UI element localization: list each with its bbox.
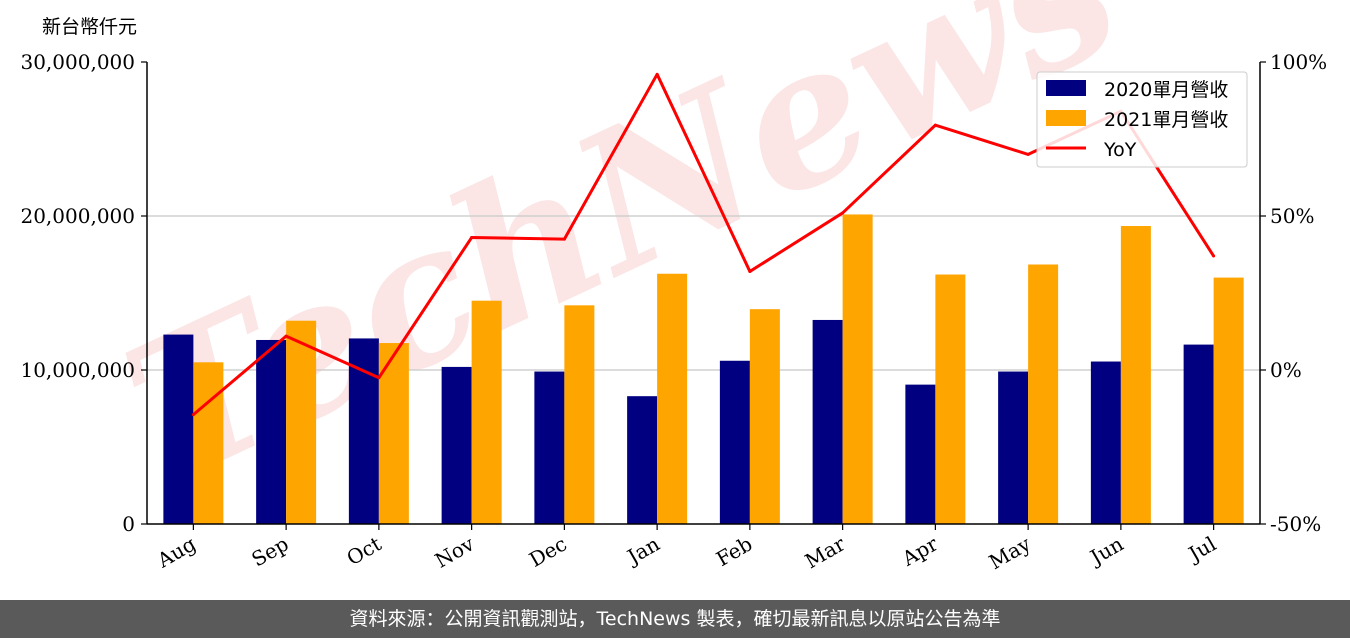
yoy-point bbox=[933, 123, 937, 127]
legend-swatch-2020 bbox=[1046, 80, 1086, 96]
x-tick-label-dec: Dec bbox=[525, 532, 571, 572]
yoy-point bbox=[377, 376, 381, 380]
bar-2020-apr bbox=[905, 384, 936, 524]
bar-2021-jun bbox=[1120, 226, 1151, 524]
bar-2021-may bbox=[1028, 264, 1059, 524]
watermark-text: TechNews bbox=[95, 0, 1149, 526]
yoy-point bbox=[562, 237, 566, 241]
left-tick-label: 30,000,000 bbox=[20, 50, 135, 74]
right-tick-label: 50% bbox=[1270, 204, 1314, 228]
x-tick-label-jul: Jul bbox=[1183, 532, 1220, 567]
right-tick-label: 0% bbox=[1270, 358, 1302, 382]
bar-2021-jan bbox=[657, 273, 688, 524]
bar-2020-jul bbox=[1183, 344, 1214, 524]
legend-label-2021: 2021單月營收 bbox=[1104, 109, 1228, 131]
bar-2020-sep bbox=[256, 339, 287, 524]
gridlines bbox=[147, 215, 1260, 371]
x-tick-label-oct: Oct bbox=[343, 532, 386, 571]
bar-2020-nov bbox=[441, 366, 472, 524]
bar-2021-oct bbox=[378, 343, 409, 524]
bar-2021-mar bbox=[842, 214, 873, 524]
legend-label-2020: 2020單月營收 bbox=[1104, 79, 1228, 101]
bar-2020-jan bbox=[627, 396, 658, 524]
bars bbox=[163, 214, 1244, 524]
right-tick-label: -50% bbox=[1270, 512, 1321, 536]
left-tick-label: 0 bbox=[122, 512, 135, 536]
yoy-point bbox=[284, 334, 288, 338]
legend: 2020單月營收 2021單月營收 YoY bbox=[1036, 71, 1248, 168]
x-tick-label-nov: Nov bbox=[431, 531, 479, 573]
bar-2020-may bbox=[998, 371, 1029, 524]
x-tick-label-apr: Apr bbox=[897, 531, 942, 571]
yoy-point bbox=[470, 236, 474, 240]
right-tick-label: 100% bbox=[1270, 50, 1327, 74]
left-tick-label: 10,000,000 bbox=[20, 358, 135, 382]
unit-label: 新台幣仟元 bbox=[42, 16, 137, 38]
bar-2020-jun bbox=[1090, 361, 1121, 524]
bar-2021-feb bbox=[749, 309, 780, 524]
x-tick-label-jun: Jun bbox=[1084, 531, 1127, 570]
x-tick-label-mar: Mar bbox=[801, 531, 850, 573]
legend-label-yoy: YoY bbox=[1103, 139, 1137, 161]
x-tick-label-aug: Aug bbox=[152, 531, 200, 572]
bar-2021-aug bbox=[193, 362, 224, 524]
x-tick-label-sep: Sep bbox=[247, 532, 292, 572]
yoy-point bbox=[1212, 254, 1216, 258]
legend-swatch-2021 bbox=[1046, 110, 1086, 126]
bar-2020-feb bbox=[719, 360, 750, 524]
yoy-point bbox=[841, 211, 845, 215]
bar-2021-apr bbox=[935, 274, 966, 524]
yoy-point bbox=[748, 269, 752, 273]
legend-box bbox=[1036, 71, 1248, 168]
yoy-point bbox=[655, 72, 659, 76]
source-footer: 資料來源：公開資訊觀測站，TechNews 製表，確切最新訊息以原站公告為準 bbox=[0, 600, 1350, 638]
x-tick-label-jan: Jan bbox=[621, 531, 663, 569]
left-tick-label: 20,000,000 bbox=[20, 204, 135, 228]
yoy-point bbox=[191, 413, 195, 417]
bar-2020-dec bbox=[534, 371, 565, 524]
bar-2020-mar bbox=[812, 319, 843, 524]
bar-2021-jul bbox=[1213, 277, 1244, 524]
x-tick-label-feb: Feb bbox=[712, 532, 756, 571]
revenue-chart: TechNews 新台幣仟元 0 10,000,000 20,000,000 30,0… bbox=[20, 0, 1327, 574]
bar-2021-sep bbox=[286, 320, 317, 524]
bar-2021-nov bbox=[471, 300, 502, 524]
bar-2020-aug bbox=[163, 334, 194, 524]
yoy-point bbox=[1026, 152, 1030, 156]
x-tick-label-may: May bbox=[985, 531, 1035, 574]
bar-2021-dec bbox=[564, 305, 595, 524]
